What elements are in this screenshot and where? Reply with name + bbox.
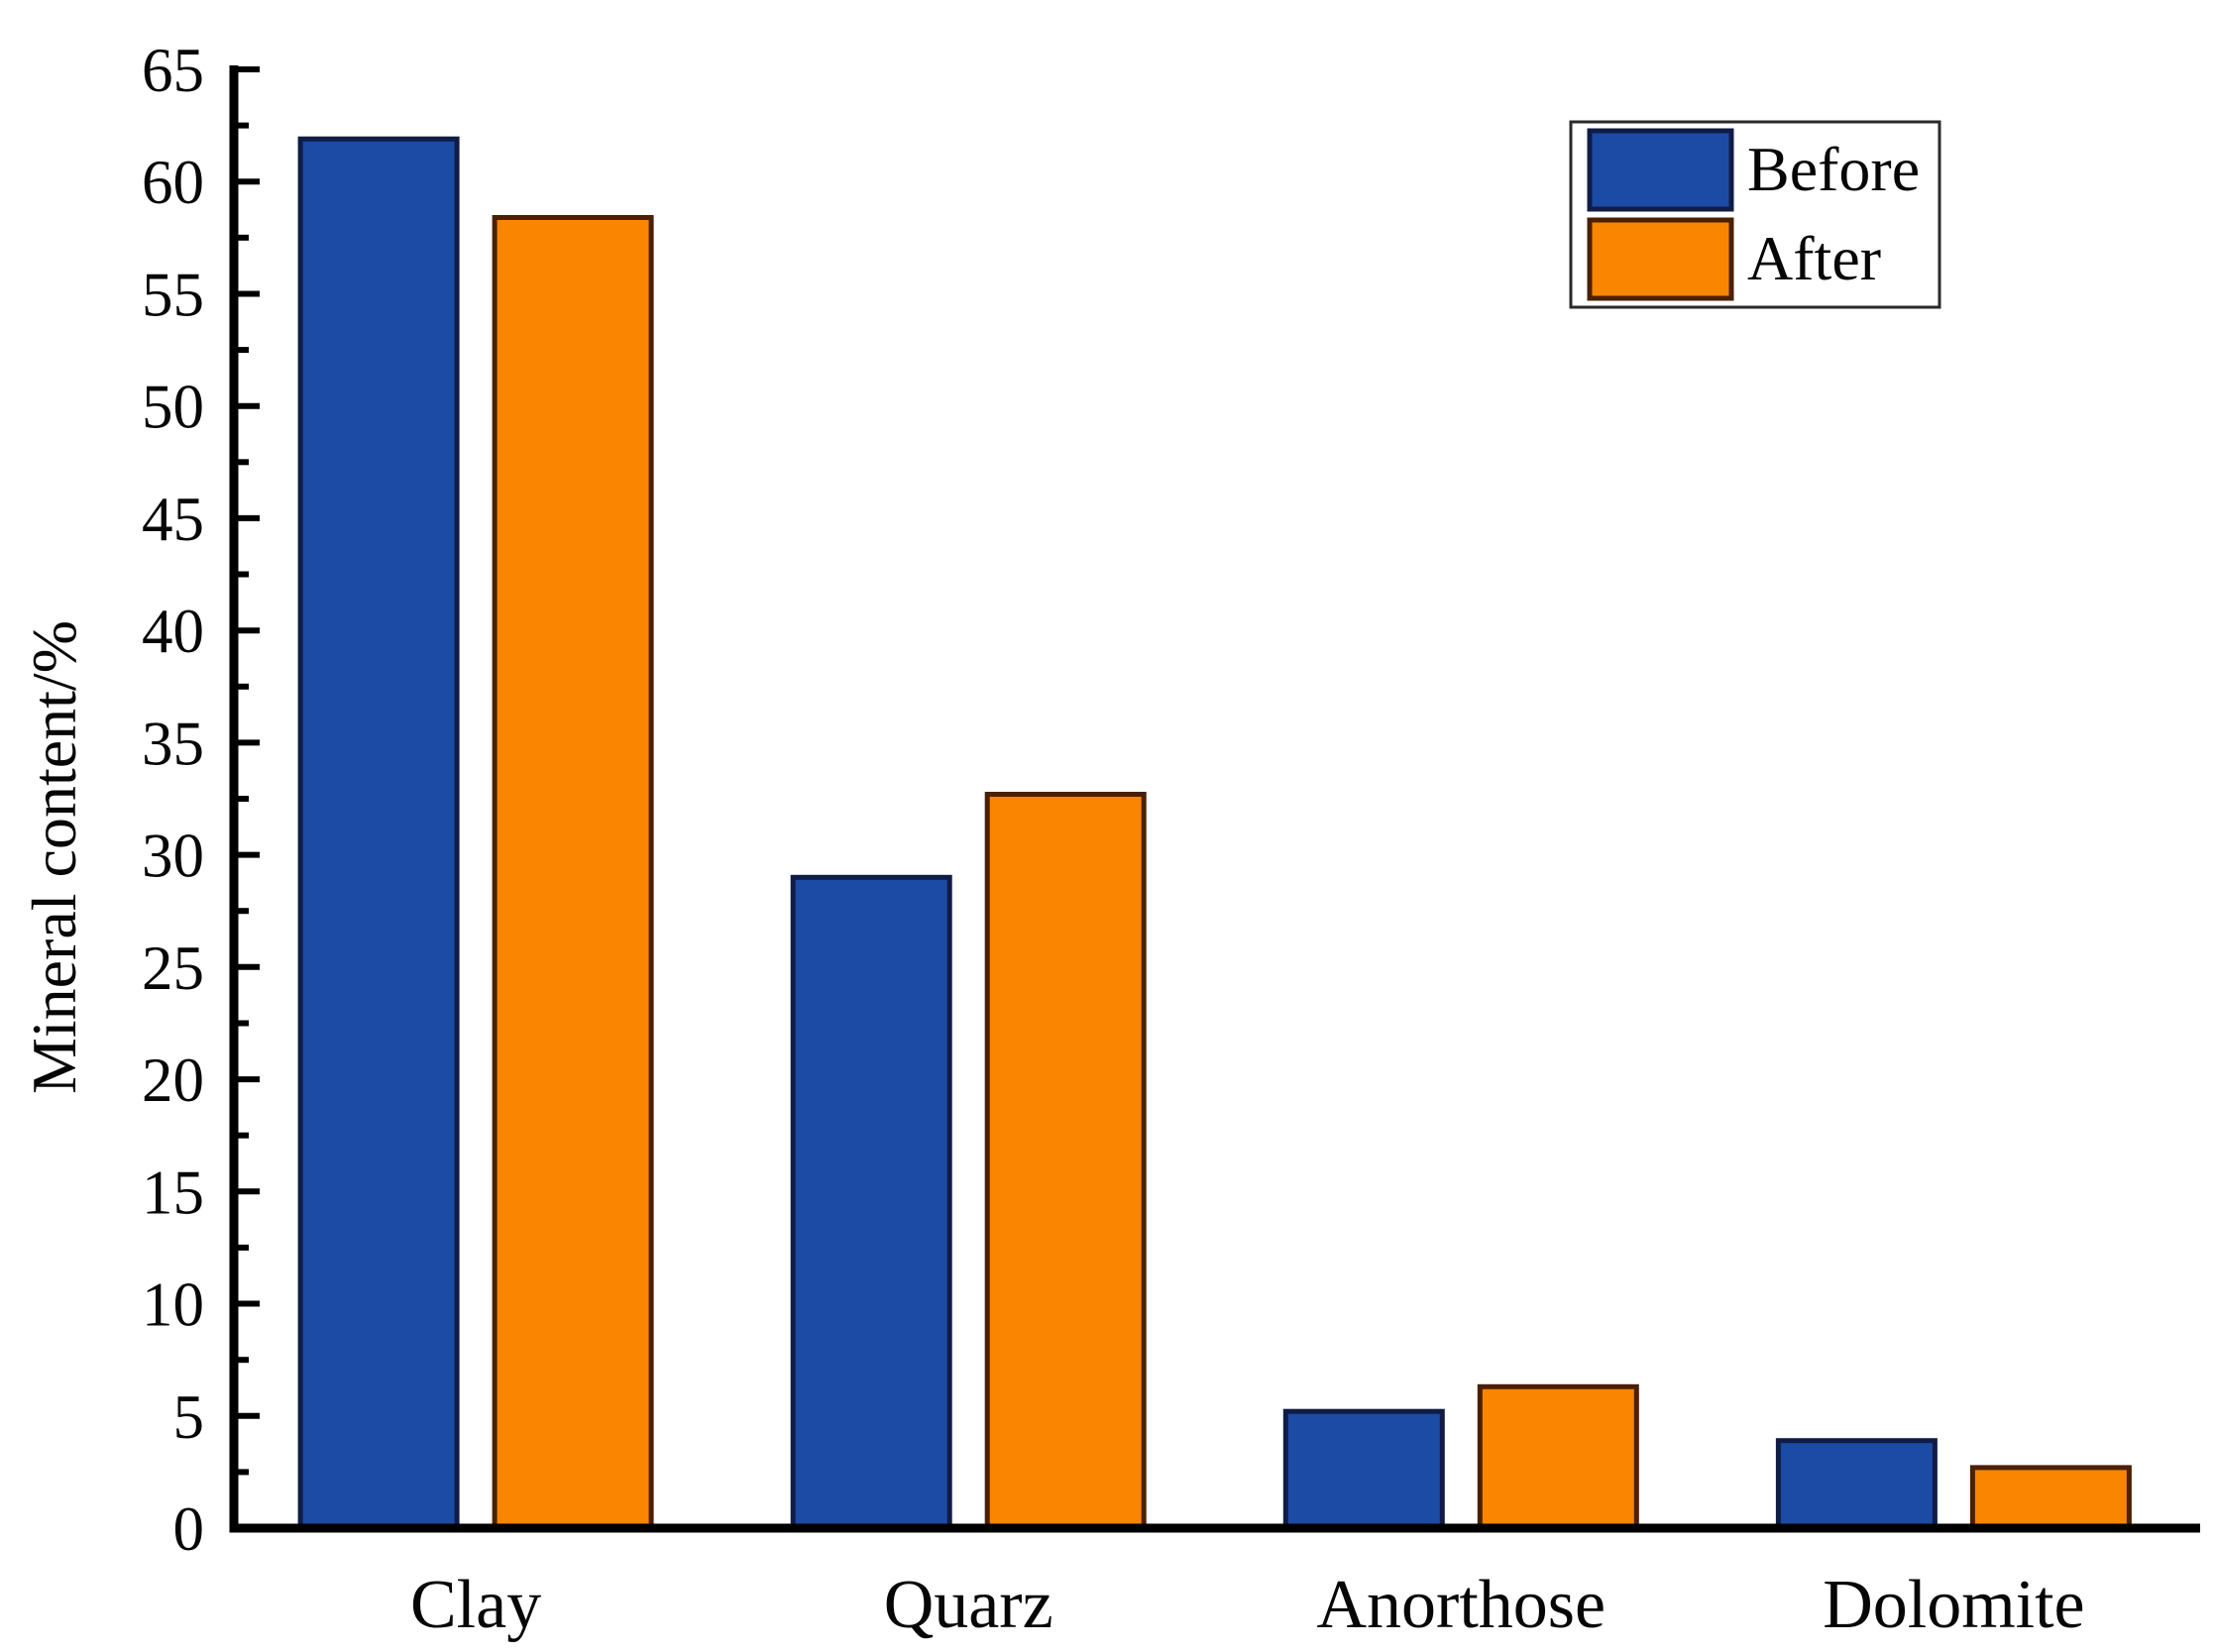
y-tick-label: 5 (173, 1382, 205, 1452)
legend-label-after: After (1747, 223, 1881, 293)
y-tick-label: 60 (142, 148, 204, 217)
y-tick-label: 65 (142, 36, 204, 105)
legend-swatch-before (1587, 128, 1734, 212)
bar-dolomite-before (1775, 1438, 1938, 1531)
bar-anorthose-after (1477, 1383, 1639, 1531)
legend-swatch-after (1587, 217, 1734, 301)
y-tick-label: 10 (142, 1270, 204, 1340)
y-tick-label: 25 (142, 934, 204, 1003)
bar-clay-before (297, 136, 460, 1531)
y-tick-label: 20 (142, 1046, 204, 1115)
bar-clay-after (492, 215, 654, 1531)
bar-quarz-after (984, 792, 1147, 1531)
bar-dolomite-after (1969, 1465, 2132, 1531)
x-category-label: Dolomite (1823, 1567, 2084, 1643)
y-axis-title: Mineral content/% (19, 620, 89, 1094)
x-category-label: Quarz (884, 1567, 1053, 1643)
y-tick-label: 15 (142, 1157, 204, 1227)
bar-quarz-before (790, 874, 952, 1531)
y-tick-label: 50 (142, 373, 204, 442)
legend-label-before: Before (1747, 134, 1920, 204)
y-tick-label: 35 (142, 709, 204, 778)
y-tick-label: 40 (142, 597, 204, 666)
x-category-label: Clay (410, 1567, 541, 1643)
bar-anorthose-before (1282, 1408, 1445, 1531)
y-tick-label: 55 (142, 261, 204, 330)
y-tick-label: 45 (142, 485, 204, 554)
x-category-label: Anorthose (1316, 1567, 1606, 1643)
y-tick-label: 0 (173, 1494, 205, 1564)
y-tick-label: 30 (142, 822, 204, 891)
